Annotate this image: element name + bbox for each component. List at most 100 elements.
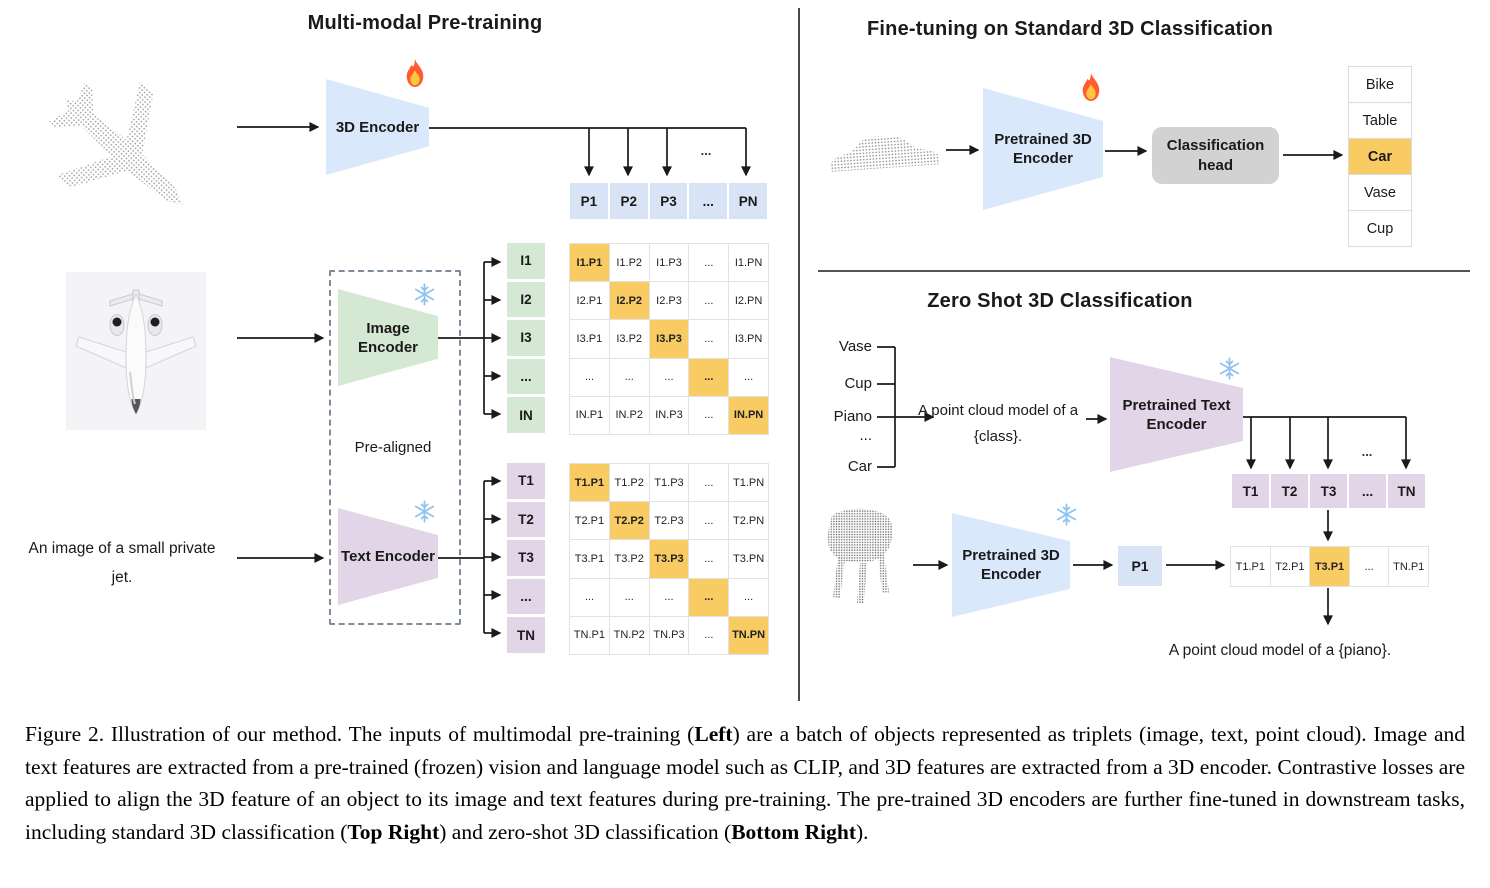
cell-P1: P1 <box>570 183 608 219</box>
matrix-cell-T1.P2: T1.P2 <box>609 464 649 502</box>
cell-I1: I1 <box>507 243 545 279</box>
matrix-cell-IN.PN: IN.PN <box>729 396 768 434</box>
cell-I3: I3 <box>507 320 545 356</box>
p-feature-row: P1 P2 P3... PN <box>570 183 767 219</box>
matrix-cell-T1.P1: T1.P1 <box>570 464 609 502</box>
snowflake-icon <box>414 283 435 306</box>
caption-segment: Figure 2. Illustration of our method. Th… <box>25 722 695 746</box>
matrix-cell-I3.P1: I3.P1 <box>570 320 609 358</box>
cell-Bike: Bike <box>1349 67 1411 102</box>
top-right-panel-title: Fine-tuning on Standard 3D Classificatio… <box>866 18 1273 40</box>
snowflake-icon <box>1219 357 1240 380</box>
zs-pretrained-3d-encoder-label: Pretrained 3D Encoder <box>962 547 1060 583</box>
zs-class-car: Car <box>847 458 872 475</box>
classification-head-block: Classification head <box>1152 127 1279 184</box>
cell-...: ... <box>689 183 728 219</box>
cell-I2: I2 <box>507 281 545 318</box>
caption-segment: ) are a batch of objects represented as … <box>25 722 1466 844</box>
zs-class-cup: Cup <box>844 375 872 392</box>
zs-branch-ellipsis: ... <box>1361 444 1373 459</box>
cell-...: ... <box>1349 474 1386 508</box>
figure-caption: Figure 2. Illustration of our method. Th… <box>25 718 1465 848</box>
matrix-cell-T3.P2: T3.P2 <box>609 540 649 578</box>
airplane-point-cloud <box>49 81 182 205</box>
3d-encoder-label: 3D Encoder <box>335 118 420 136</box>
caption-segment: ). <box>856 819 869 844</box>
matrix-cell-I3.PN: I3.PN <box>729 320 768 358</box>
arrows-text-encoder-to-t-row <box>1243 416 1411 470</box>
pre-aligned-label: Pre-aligned <box>354 439 432 456</box>
arrows-image-encoder-to-i-labels <box>438 257 502 419</box>
caption-bold-segment: Bottom Right <box>731 819 857 844</box>
cell-T3: T3 <box>507 540 545 576</box>
cell-Table: Table <box>1349 103 1411 138</box>
input-text-prompt: An image of a small private jet. <box>28 540 216 586</box>
cell-TN.P1: TN.P1 <box>1389 547 1428 586</box>
cell-TN: TN <box>507 617 545 653</box>
zs-class-ellipsis: ... <box>859 427 872 444</box>
car-point-cloud <box>830 136 940 172</box>
cell-Cup: Cup <box>1349 211 1411 246</box>
cell-T1: T1 <box>507 463 545 499</box>
text-point-similarity-matrix: T1.P1 T1.P2 T1.P3... T1.PN T2.P1 T2.P2 T2.P3..… <box>569 463 769 655</box>
piano-point-cloud <box>827 508 893 603</box>
zs-class-piano: Piano <box>833 408 872 425</box>
cell-T3: T3 <box>1310 474 1347 508</box>
matrix-cell-...: ... <box>689 502 729 540</box>
matrix-cell-T3.PN: T3.PN <box>729 540 768 578</box>
pre-aligned-box <box>329 270 461 625</box>
matrix-cell-I2.P1: I2.P1 <box>570 282 609 320</box>
image-encoder-label: Image Encoder <box>357 319 418 356</box>
cell-T2.P1: T2.P1 <box>1270 547 1310 586</box>
matrix-cell-T2.P2: T2.P2 <box>609 502 649 540</box>
caption-bold-segment: Top Right <box>347 819 440 844</box>
matrix-cell-I1.PN: I1.PN <box>729 244 768 282</box>
cell-T3.P1: T3.P1 <box>1310 547 1349 586</box>
caption-bold-segment: Left <box>694 722 733 746</box>
matrix-cell-...: ... <box>729 578 768 616</box>
cell-P3: P3 <box>649 183 688 219</box>
matrix-cell-T3.P1: T3.P1 <box>570 540 609 578</box>
matrix-cell-I3.P3: I3.P3 <box>649 320 689 358</box>
matrix-cell-...: ... <box>689 358 729 396</box>
figure-2-diagram: Multi-modal Pre-training 3D Encoder P1 P2… <box>28 8 1470 701</box>
matrix-cell-...: ... <box>689 396 729 434</box>
cell-IN: IN <box>507 397 545 433</box>
cell-...: ... <box>507 578 545 615</box>
cell-PN: PN <box>729 183 767 219</box>
image-point-similarity-matrix: I1.P1 I1.P2 I1.P3... I1.PN I2.P1 I2.P2 I2.P3..… <box>569 243 769 435</box>
airplane-image <box>66 272 206 430</box>
matrix-cell-TN.P1: TN.P1 <box>570 616 609 654</box>
matrix-cell-...: ... <box>609 578 649 616</box>
matrix-cell-T2.P3: T2.P3 <box>649 502 689 540</box>
zs-text-prompt: A point cloud model of a {class}. <box>917 402 1079 445</box>
snowflake-icon <box>414 500 435 523</box>
matrix-cell-TN.P3: TN.P3 <box>649 616 689 654</box>
matrix-cell-...: ... <box>689 320 729 358</box>
matrix-cell-...: ... <box>729 358 768 396</box>
zs-p1-cell: P1 <box>1118 546 1162 586</box>
fire-icon <box>1082 73 1100 101</box>
cell-...: ... <box>1349 547 1389 586</box>
matrix-cell-T2.P1: T2.P1 <box>570 502 609 540</box>
zs-similarity-row: T1.P1 T2.P1 T3.P1... TN.P1 <box>1230 546 1429 587</box>
caption-segment: ) and zero-shot 3D classification ( <box>439 819 732 844</box>
zs-result-text: A point cloud model of a {piano}. <box>1168 642 1392 659</box>
matrix-cell-T2.PN: T2.PN <box>729 502 768 540</box>
matrix-cell-I2.P3: I2.P3 <box>649 282 689 320</box>
matrix-cell-...: ... <box>649 358 689 396</box>
zs-class-vase: Vase <box>838 338 872 355</box>
matrix-cell-...: ... <box>689 540 729 578</box>
cell-T1: T1 <box>1232 474 1269 508</box>
classification-class-list: Bike Table Car Vase Cup <box>1348 66 1412 247</box>
matrix-cell-T1.P3: T1.P3 <box>649 464 689 502</box>
bottom-right-panel-title: Zero Shot 3D Classification <box>927 290 1193 312</box>
matrix-cell-...: ... <box>689 244 729 282</box>
matrix-cell-I1.P1: I1.P1 <box>570 244 609 282</box>
matrix-cell-...: ... <box>689 464 729 502</box>
i-label-column: I1 I2 I3... IN <box>507 243 545 433</box>
cell-...: ... <box>507 358 545 395</box>
matrix-cell-TN.PN: TN.PN <box>729 616 768 654</box>
bracket-class-candidates <box>877 346 935 468</box>
cell-T2: T2 <box>1271 474 1308 508</box>
